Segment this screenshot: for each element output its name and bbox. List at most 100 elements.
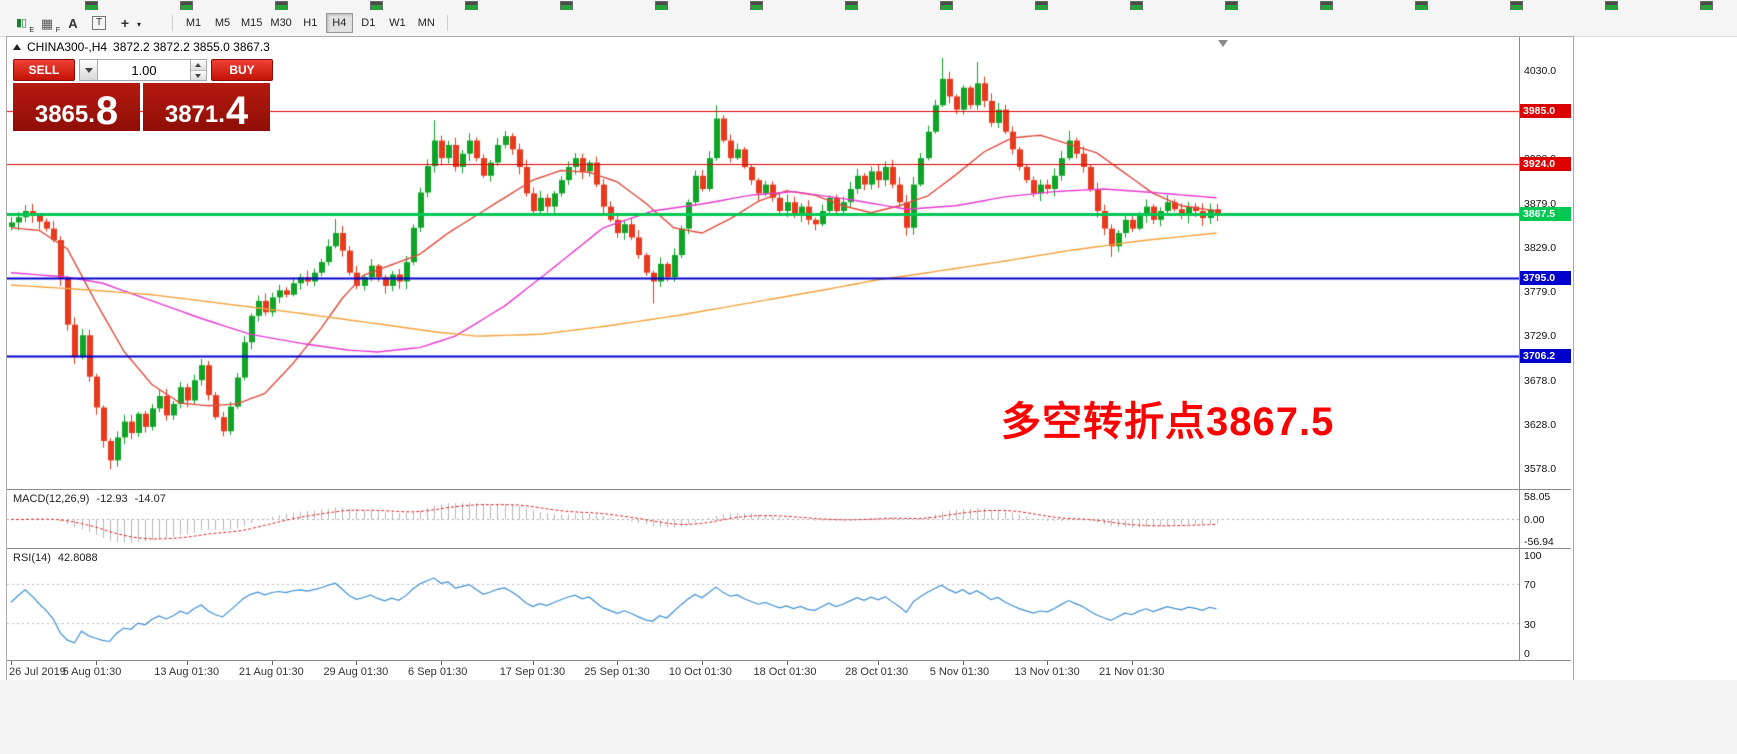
quote-header: CHINA300-,H4 3872.2 3872.2 3855.0 3867.3 (13, 40, 270, 54)
price-axis-label: 3628.0 (1524, 419, 1557, 432)
time-axis-tick (617, 661, 618, 665)
time-axis-tick (963, 661, 964, 665)
bid-price-main: 3865 (34, 101, 89, 128)
time-axis-label: 18 Oct 01:30 (753, 666, 817, 678)
time-axis-tick (1132, 661, 1133, 665)
candles-glyph: ▮▯ (15, 16, 27, 29)
rsi-pane-canvas[interactable] (7, 549, 1519, 660)
rsi-axis-label: 100 (1524, 550, 1542, 562)
macd-value-main: -12.93 (96, 493, 128, 505)
rsi-label: RSI(14) 42.8088 (13, 552, 100, 564)
text-label-icon[interactable]: A (62, 13, 84, 33)
bid-price-display[interactable]: 3865. 8 (13, 83, 140, 131)
letter-t-glyph: T (91, 16, 107, 30)
price-axis[interactable]: 4030.03930.03879.03829.03779.03729.03678… (1519, 37, 1572, 660)
chart-window: 4030.03930.03879.03829.03779.03729.03678… (6, 36, 1574, 682)
timeframe-button-m15[interactable]: M15 (238, 13, 265, 33)
macd-value-signal: -14.07 (134, 493, 166, 505)
price-axis-label: 3779.0 (1524, 286, 1557, 299)
ask-price-big-digit: 4 (225, 89, 249, 133)
toolbar-divider (446, 15, 448, 31)
pane-resize-divider[interactable] (7, 660, 1571, 661)
macd-indicator-name: MACD(12,26,9) (13, 493, 90, 505)
time-axis-tick (356, 661, 357, 665)
time-axis-label: 5 Aug 01:30 (62, 666, 122, 678)
order-controls-row: SELL BUY (13, 59, 273, 81)
one-click-trading-panel: SELL BUY 3865.8 3871.4 (13, 59, 273, 131)
time-axis-label: 5 Nov 01:30 (929, 666, 990, 678)
symbol-label: CHINA300-,H4 (27, 40, 108, 54)
price-line-badge: 3924.0 (1520, 157, 1571, 172)
timeframe-button-h1[interactable]: H1 (297, 13, 324, 33)
buy-button[interactable]: BUY (211, 59, 273, 81)
timeframe-button-mn[interactable]: MN (413, 13, 440, 33)
pane-resize-divider[interactable] (7, 548, 1571, 549)
rsi-indicator-name: RSI(14) (13, 552, 51, 564)
time-axis-tick (533, 661, 534, 665)
ask-price-display[interactable]: 3871. 4 (143, 83, 270, 131)
time-axis[interactable]: 26 Jul 2019 5 Aug 01:30 13 Aug 01:30 21 Aug… (7, 661, 1571, 679)
time-axis-label: 21 Aug 01:30 (238, 666, 304, 678)
volume-increase-button[interactable] (191, 60, 206, 70)
toolbar-icon-group: ▮▯ E ▦ F A T + ▾ (8, 13, 166, 35)
time-axis-tick (1047, 661, 1048, 665)
timeframe-toolbar: M1 M5 M15 M30 H1 H4 D1 W1 MN (179, 13, 441, 33)
price-axis-label: 3678.0 (1524, 375, 1557, 388)
macd-axis-label: 58.05 (1524, 491, 1551, 503)
time-axis-tick (11, 661, 12, 665)
timeframe-button-m1[interactable]: M1 (180, 13, 207, 33)
time-axis-tick (96, 661, 97, 665)
time-axis-label: 13 Nov 01:30 (1014, 666, 1080, 678)
time-axis-label: 21 Nov 01:30 (1098, 666, 1165, 678)
time-axis-tick (702, 661, 703, 665)
cutoff-toolbar (0, 0, 1737, 12)
timeframe-button-d1[interactable]: D1 (355, 13, 382, 33)
grid-glyph: ▦ (40, 15, 54, 31)
ask-price-main: 3871 (164, 101, 219, 128)
crosshair-icon[interactable]: + ▾ (114, 13, 141, 33)
timeframe-button-h4[interactable]: H4 (325, 13, 353, 33)
bottom-empty-area (0, 680, 1737, 754)
time-axis-tick (441, 661, 442, 665)
time-axis-label: 13 Aug 01:30 (154, 666, 220, 678)
price-line-badge: 3867.5 (1520, 207, 1571, 222)
ohlc-values: 3872.2 3872.2 3855.0 3867.3 (113, 40, 270, 54)
volume-spinner (190, 59, 207, 81)
sell-button[interactable]: SELL (13, 59, 75, 81)
timeframe-button-m30[interactable]: M30 (267, 13, 294, 33)
bid-price-dot: . (88, 101, 95, 128)
volume-dropdown-button[interactable] (79, 59, 98, 81)
grid-icon[interactable]: ▦ F (36, 13, 60, 35)
volume-decrease-button[interactable] (191, 69, 206, 80)
pane-resize-divider[interactable] (7, 489, 1571, 490)
time-axis-label: 26 Jul 2019 (9, 666, 66, 678)
chart-shift-marker-icon (1218, 40, 1228, 47)
volume-control (79, 59, 207, 81)
timeframe-button-m5[interactable]: M5 (209, 13, 236, 33)
price-line-badge: 3795.0 (1520, 270, 1571, 285)
price-axis-label: 4030.0 (1524, 64, 1557, 77)
price-axis-label: 3879.0 (1524, 197, 1557, 210)
chart-style-icon[interactable]: ▮▯ E (10, 13, 34, 34)
macd-pane-canvas[interactable] (7, 490, 1519, 548)
rsi-axis-label: 70 (1524, 579, 1536, 592)
time-axis-label: 6 Sep 01:30 (408, 666, 468, 678)
text-box-icon[interactable]: T (88, 13, 110, 33)
time-axis-label: 10 Oct 01:30 (668, 666, 732, 678)
symbol-marker-icon (13, 44, 21, 50)
timeframe-button-w1[interactable]: W1 (384, 13, 411, 33)
rsi-axis-label: 0 (1524, 648, 1530, 660)
price-line-badge: 3985.0 (1520, 103, 1571, 118)
time-axis-label: 17 Sep 01:30 (499, 666, 566, 678)
price-axis-label: 3578.0 (1524, 463, 1557, 476)
crosshair-glyph: + (120, 15, 130, 31)
time-axis-label: 28 Oct 01:30 (845, 666, 909, 678)
price-line-badge: 3706.2 (1520, 349, 1571, 364)
volume-input[interactable] (98, 59, 190, 81)
macd-axis-label: 0.00 (1524, 514, 1545, 526)
time-axis-label: 25 Sep 01:30 (584, 666, 650, 678)
time-axis-tick (878, 661, 879, 665)
time-axis-tick (187, 661, 188, 665)
icon-subscript: F (55, 27, 60, 34)
